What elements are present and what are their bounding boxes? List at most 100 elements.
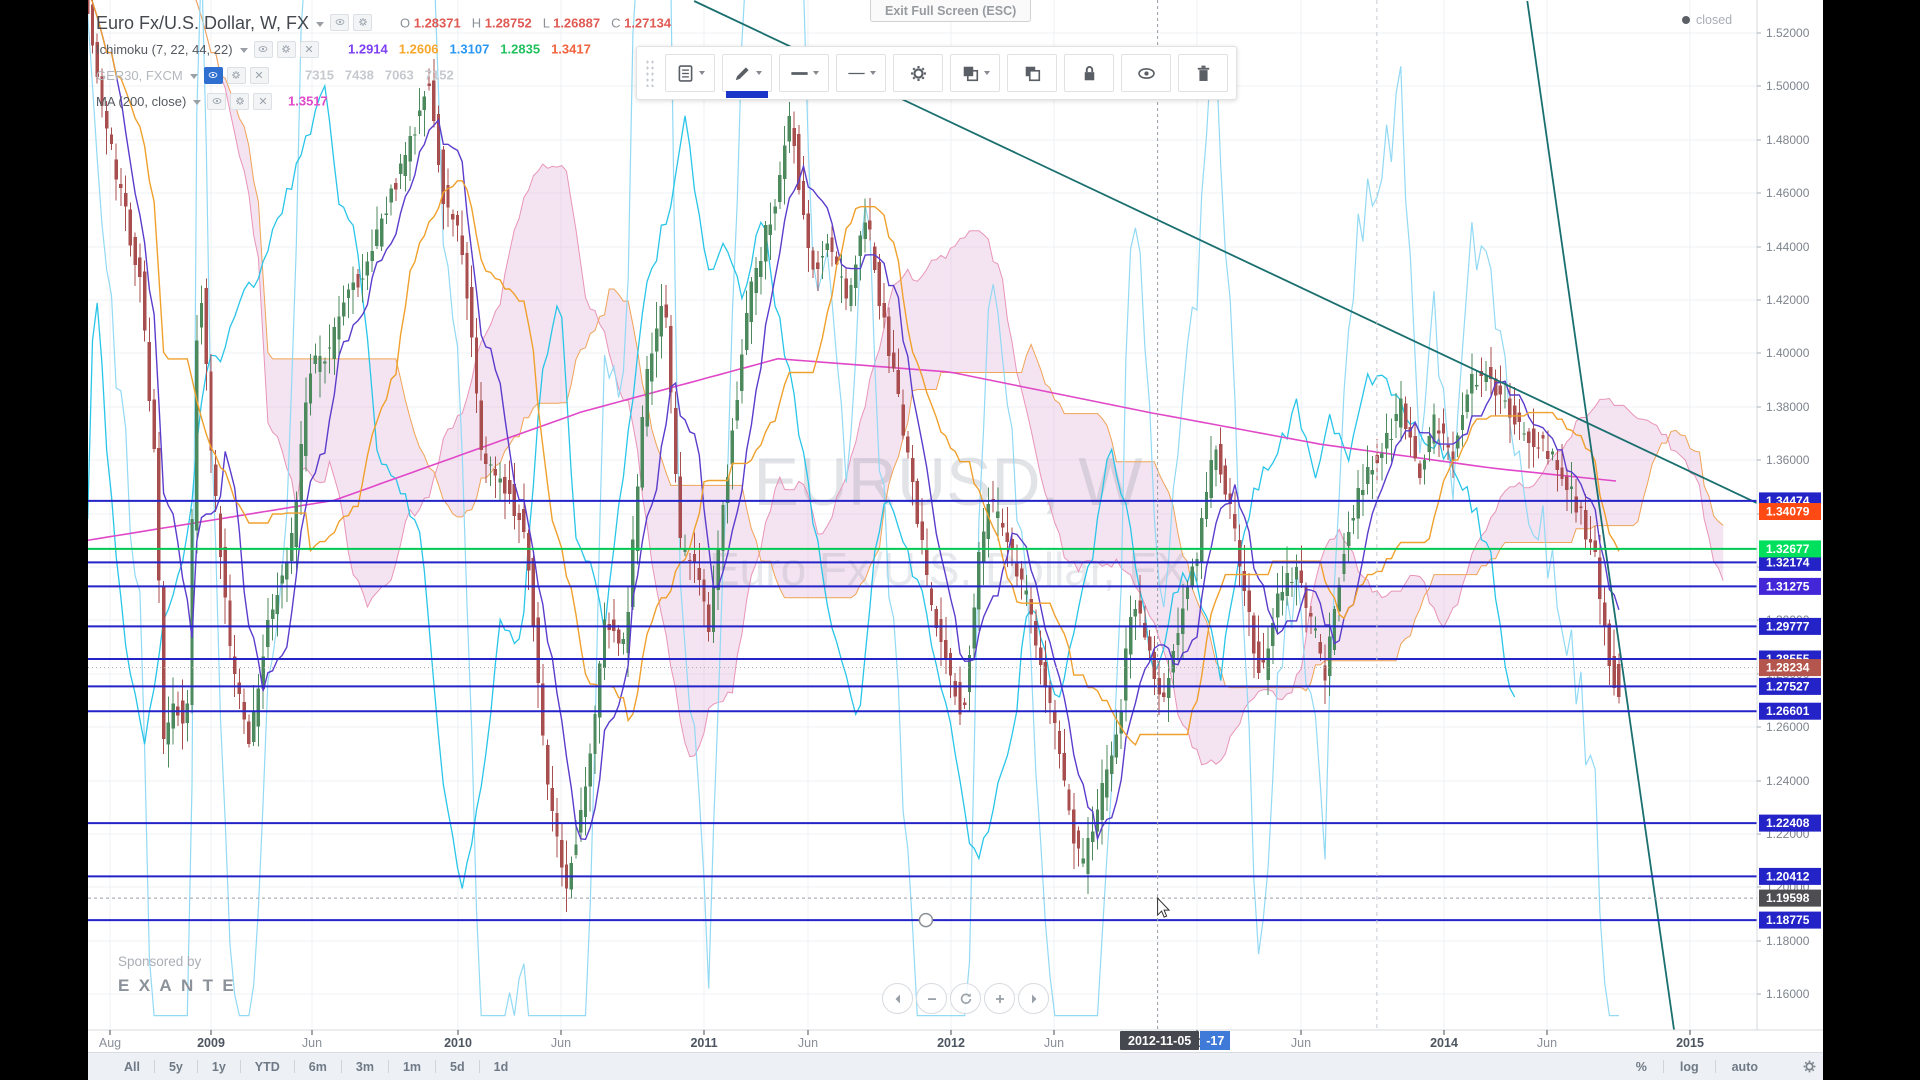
- ohlc-values: O 1.28371 H 1.28752 L 1.26887 C 1.27134: [400, 16, 671, 31]
- line-thick-icon: [790, 71, 808, 75]
- zoom-out-button[interactable]: [916, 983, 947, 1014]
- close-icon: [259, 97, 267, 105]
- axis-settings-button[interactable]: [1788, 1059, 1823, 1074]
- range-all-button[interactable]: All: [124, 1059, 140, 1074]
- price-label: [1759, 911, 1821, 929]
- line-thin-icon: [847, 72, 865, 74]
- ohlc-letter: O: [400, 15, 414, 31]
- line-style-button[interactable]: [836, 54, 886, 92]
- range-3m-button[interactable]: 3m: [355, 1059, 374, 1074]
- chevron-down-icon: [755, 71, 762, 75]
- range-5d-button[interactable]: 5d: [450, 1059, 465, 1074]
- price-label: [1759, 617, 1821, 635]
- remove-button[interactable]: [1178, 54, 1228, 92]
- order-button[interactable]: [950, 54, 1000, 92]
- svg-text:1.32677: 1.32677: [1766, 542, 1810, 556]
- indicator-title[interactable]: MA (200, close): [96, 93, 187, 109]
- lock-icon: [1084, 65, 1094, 80]
- legend-eye-button[interactable]: [330, 13, 350, 31]
- bottom-toolbar: All 5y 1y YTD 6m 3m 1m 5d 1d % log auto: [88, 1052, 1823, 1080]
- divider: [340, 1060, 342, 1073]
- svg-text:Jun: Jun: [1044, 1036, 1064, 1050]
- indicator-close-button[interactable]: [249, 66, 269, 84]
- line-color-button[interactable]: [722, 54, 772, 98]
- template-button[interactable]: [665, 54, 715, 92]
- indicator-eye-button[interactable]: [253, 40, 273, 58]
- eye-icon: [258, 46, 268, 52]
- range-6m-button[interactable]: 6m: [308, 1059, 327, 1074]
- sponsor-logo[interactable]: EXANTE: [118, 976, 244, 995]
- indicator-value: 7315: [305, 67, 334, 83]
- svg-text:1.26000: 1.26000: [1766, 720, 1810, 734]
- reset-view-button[interactable]: [950, 983, 981, 1014]
- svg-text:2012: 2012: [937, 1036, 965, 1050]
- svg-text:1.28234: 1.28234: [1766, 661, 1810, 675]
- indicator-gear-button[interactable]: [230, 92, 250, 110]
- range-1y-button[interactable]: 1y: [211, 1059, 226, 1074]
- indicator-rows: Ichimoku (7, 22, 44, 22) 1.2914 1.2606 1.31…: [88, 36, 808, 114]
- indicator-close-button[interactable]: [299, 40, 319, 58]
- arrow-left-icon: [895, 994, 900, 1003]
- indicator-title[interactable]: Ichimoku (7, 22, 44, 22): [96, 41, 233, 57]
- exit-fullscreen-tooltip[interactable]: Exit Full Screen (ESC): [870, 0, 1032, 22]
- aux-indicator-line: [88, 0, 1619, 1017]
- scale-options: % log auto: [1620, 1060, 1774, 1074]
- document-icon: [678, 64, 692, 82]
- indicator-eye-button[interactable]: [207, 92, 227, 110]
- gear-icon: [232, 71, 241, 79]
- price-label: [1759, 577, 1821, 595]
- price-axis-labels: 1.344741.340791.321741.326771.312751.297…: [1759, 492, 1821, 929]
- svg-text:Jun: Jun: [551, 1036, 571, 1050]
- indicator-title[interactable]: GER30, FXCM: [96, 67, 183, 83]
- line-drag-handle[interactable]: [918, 912, 934, 928]
- range-5y-button[interactable]: 5y: [168, 1059, 183, 1074]
- settings-button[interactable]: [893, 54, 943, 92]
- chevron-down-icon[interactable]: [239, 47, 248, 53]
- hide-button[interactable]: [1121, 54, 1171, 92]
- indicator-value: 1.2835: [500, 41, 541, 57]
- zoom-in-button[interactable]: [984, 983, 1015, 1014]
- trend-line[interactable]: [1526, 0, 1677, 1052]
- indicator-values: 1.2914 1.2606 1.3107 1.2835 1.3417: [348, 42, 591, 57]
- chevron-down-icon[interactable]: [316, 21, 325, 27]
- scroll-right-button[interactable]: [1018, 983, 1049, 1014]
- indicator-gear-button[interactable]: [276, 40, 296, 58]
- range-1d-button[interactable]: 1d: [493, 1059, 509, 1074]
- lock-button[interactable]: [1064, 54, 1114, 92]
- scale-percent-button[interactable]: %: [1635, 1059, 1647, 1074]
- indicator-close-button[interactable]: [253, 92, 273, 110]
- indicator-eye-button[interactable]: [203, 66, 223, 84]
- symbol-title[interactable]: Euro Fx/U.S. Dollar, W, FX: [96, 12, 310, 33]
- price-label: [1759, 702, 1821, 720]
- range-ytd-button[interactable]: YTD: [254, 1059, 280, 1074]
- svg-text:1.18775: 1.18775: [1766, 913, 1810, 927]
- chevron-down-icon: [812, 71, 819, 75]
- chevron-down-icon: [869, 71, 876, 75]
- pencil-icon: [735, 66, 749, 80]
- chevron-down-icon[interactable]: [193, 99, 202, 105]
- svg-text:2009: 2009: [197, 1036, 225, 1050]
- scale-log-button[interactable]: log: [1679, 1059, 1699, 1074]
- price-label: [1759, 659, 1821, 677]
- divider: [239, 1060, 241, 1073]
- market-status-dot-icon: [1682, 16, 1690, 24]
- time-axis[interactable]: Aug2009Jun2010Jun2011Jun2012Jun2013Jun20…: [99, 1030, 1704, 1050]
- color-swatch[interactable]: [726, 91, 768, 98]
- indicator-gear-button[interactable]: [226, 66, 246, 84]
- indicator-row: MA (200, close) 1.3517: [88, 88, 808, 114]
- crosshair: [88, 0, 1757, 1030]
- range-1m-button[interactable]: 1m: [402, 1059, 422, 1074]
- scale-auto-button[interactable]: auto: [1731, 1059, 1758, 1074]
- legend-gear-button[interactable]: [353, 13, 373, 31]
- svg-text:1.18000: 1.18000: [1766, 934, 1810, 948]
- toolbar-drag-handle-icon[interactable]: [645, 59, 656, 87]
- chevron-down-icon[interactable]: [189, 73, 198, 79]
- line-width-button[interactable]: [779, 54, 829, 92]
- divider: [387, 1060, 389, 1073]
- scroll-left-button[interactable]: [882, 983, 913, 1014]
- ohlc-letter: C: [611, 15, 625, 31]
- plus-icon: [995, 994, 1004, 1003]
- clone-button[interactable]: [1007, 54, 1057, 92]
- price-label: [1759, 540, 1821, 558]
